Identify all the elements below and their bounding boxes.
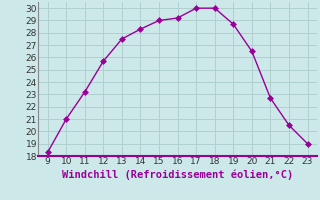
- X-axis label: Windchill (Refroidissement éolien,°C): Windchill (Refroidissement éolien,°C): [62, 169, 293, 180]
